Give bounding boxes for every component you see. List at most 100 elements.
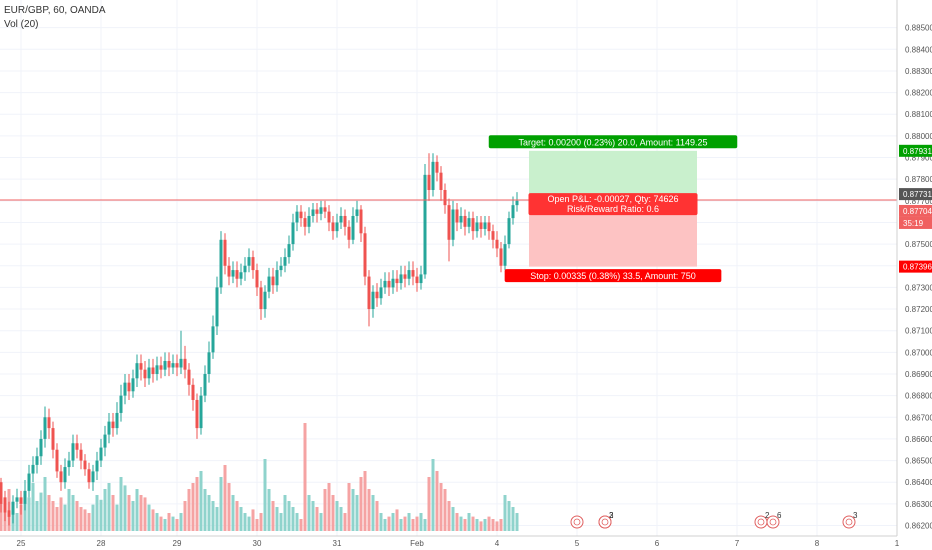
volume-bar — [479, 521, 483, 531]
open-pnl-label: Open P&L: -0.00027, Qty: 74626 — [547, 194, 678, 204]
price-tick-label: 0.86500 — [905, 457, 932, 466]
volume-bar — [59, 497, 63, 531]
volume-bar — [35, 501, 39, 531]
candle-body — [463, 215, 467, 227]
volume-bar — [355, 495, 359, 531]
volume-bar — [499, 519, 503, 531]
candle-body — [367, 276, 371, 310]
volume-bar — [31, 483, 35, 531]
risk-reward-label: Risk/Reward Ratio: 0.6 — [567, 204, 659, 214]
price-tick-label: 0.87300 — [905, 283, 932, 292]
volume-bar — [471, 516, 475, 531]
candle-body — [207, 352, 211, 374]
volume-bar — [15, 513, 19, 531]
candle-body — [103, 434, 107, 448]
volume-bar — [139, 495, 143, 531]
candle-body — [159, 365, 163, 370]
candle-body — [251, 257, 255, 271]
volume-bar — [83, 509, 87, 531]
candle-body — [399, 274, 403, 284]
candle-body — [19, 497, 23, 504]
candle-body — [15, 497, 19, 502]
volume-bar — [283, 495, 287, 531]
price-axis[interactable]: 0.88500 0.88400 0.88300 0.88200 0.88100 0.880… — [896, 0, 932, 536]
chart-legend: EUR/GBP, 60, OANDA Vol (20) — [4, 4, 106, 32]
candle-body — [511, 205, 515, 219]
event-count: 2 — [609, 511, 614, 520]
volume-bar — [135, 489, 139, 531]
candle-body — [127, 382, 131, 392]
candle-body — [355, 209, 359, 216]
volume-bar — [339, 507, 343, 531]
price-tick-label: 0.87500 — [905, 240, 932, 249]
volume-bar — [455, 513, 459, 531]
volume-bar — [103, 489, 107, 531]
volume-bar — [407, 513, 411, 531]
event-inner-icon — [769, 518, 777, 526]
volume-bar — [311, 501, 315, 531]
volume-bar — [335, 501, 339, 531]
volume-bar — [211, 501, 215, 531]
candle-body — [183, 358, 187, 370]
candle-body — [259, 287, 263, 310]
event-inner-icon — [601, 518, 609, 526]
candles — [0, 153, 519, 526]
current-price-tag-bg — [899, 188, 932, 201]
volume-bar — [367, 489, 371, 531]
candle-body — [0, 482, 3, 504]
countdown-tag-bg — [899, 216, 932, 229]
volume-bar — [231, 495, 235, 531]
candle-body — [295, 211, 299, 223]
volume-bar — [443, 489, 447, 531]
candle-body — [31, 464, 35, 474]
candle-body — [131, 378, 135, 392]
target-label-bg — [488, 135, 738, 149]
time-axis[interactable]: 25 28 29 30 31 Feb 4 5 6 7 8 1 — [0, 535, 900, 548]
volume-bar — [475, 519, 479, 531]
price-tick-label: 0.87900 — [905, 154, 932, 163]
volume-bar — [111, 495, 115, 531]
volume-bar — [271, 501, 275, 531]
volume-bar — [71, 495, 75, 531]
event-inner-icon — [845, 518, 853, 526]
candle-body — [515, 200, 519, 206]
candle-body — [459, 215, 463, 223]
volume-bar — [191, 483, 195, 531]
volume-bar — [171, 516, 175, 531]
candle-body — [339, 215, 343, 223]
candle-body — [443, 189, 447, 206]
symbol-label[interactable]: EUR/GBP, 60, OANDA — [4, 5, 106, 16]
candle-body — [35, 456, 39, 465]
volume-bar — [359, 477, 363, 531]
price-tick-label: 0.87200 — [905, 305, 932, 314]
candle-body — [211, 326, 215, 353]
volume-bar — [199, 471, 203, 531]
volume-bar — [243, 513, 247, 531]
price-tick-label: 0.87000 — [905, 348, 932, 357]
current-price-tag: 0.87731 — [903, 190, 932, 199]
candle-body — [147, 367, 151, 379]
candle-body — [343, 215, 347, 227]
volume-bar — [391, 513, 395, 531]
volume-label[interactable]: Vol (20) — [4, 19, 39, 30]
price-tick-label: 0.87100 — [905, 327, 932, 336]
candle-body — [275, 270, 279, 286]
volume-bar — [235, 501, 239, 531]
candle-body — [411, 270, 415, 277]
volume-bar — [395, 509, 399, 531]
price-tick-label: 0.88300 — [905, 67, 932, 76]
candle-body — [427, 174, 431, 190]
volume-bar — [279, 513, 283, 531]
candle-body — [199, 395, 203, 429]
volume-bar — [431, 459, 435, 531]
candle-body — [67, 460, 71, 468]
event-markers[interactable]: 23 2 6 3 — [570, 511, 858, 529]
candle-body — [407, 270, 411, 279]
candle-body — [271, 276, 275, 286]
volume-bar — [487, 516, 491, 531]
candle-body — [323, 207, 327, 212]
volume-bar — [155, 513, 159, 531]
volume-bar — [275, 507, 279, 531]
volume-bar — [483, 519, 487, 531]
